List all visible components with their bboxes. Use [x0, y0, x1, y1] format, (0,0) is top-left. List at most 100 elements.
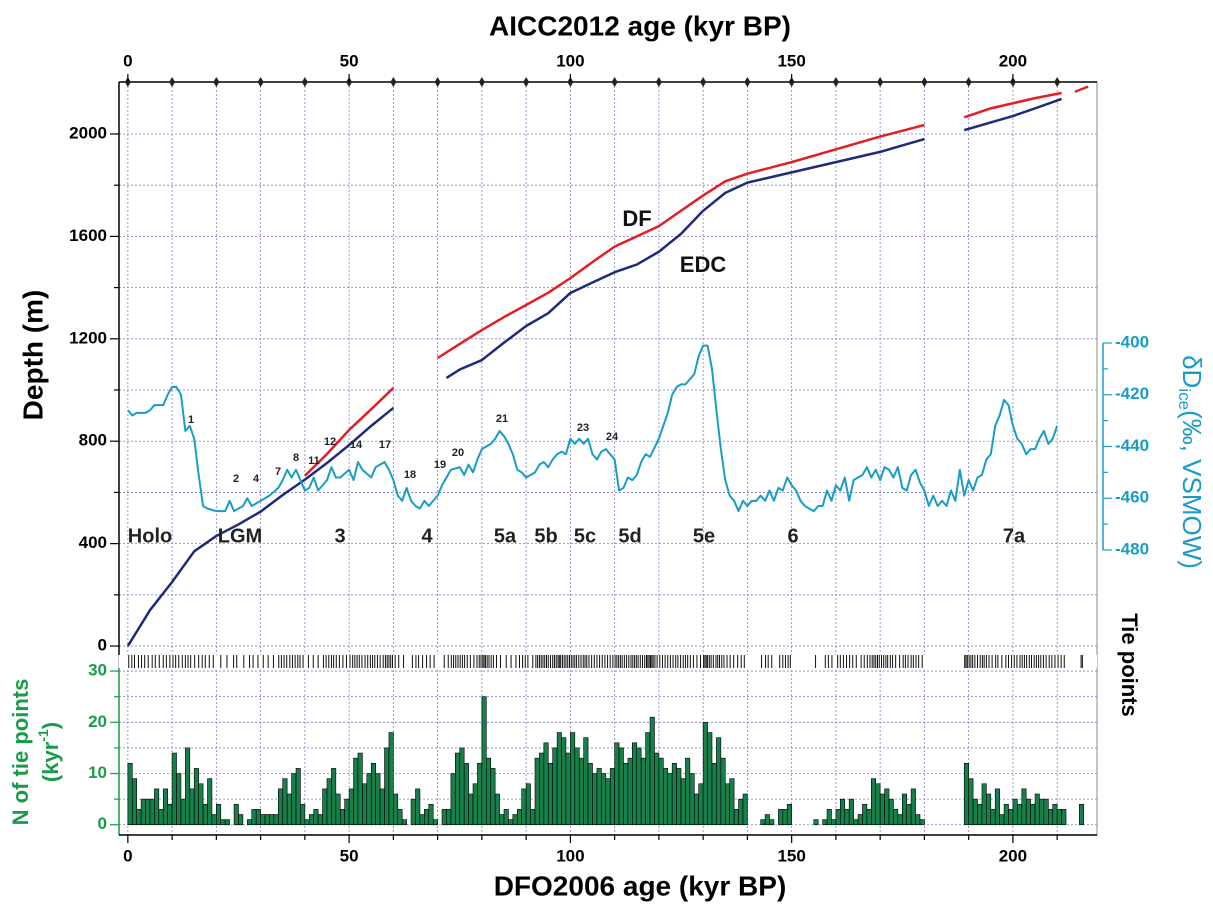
hist-bar [888, 798, 894, 826]
hist-bar [769, 819, 775, 826]
hist-bar [862, 803, 868, 826]
event-label: 17 [379, 439, 391, 451]
top-tick-label: 150 [777, 51, 805, 70]
hist-bar [884, 788, 890, 826]
hist-bar [738, 798, 744, 826]
y2-axis-title: δDice(‰, VSMOW) [1175, 355, 1208, 569]
hist-bar [1056, 809, 1062, 826]
hist-bar [198, 783, 204, 826]
stage-label: Holo [128, 525, 172, 547]
hist-bar [534, 757, 540, 826]
hist-bar [822, 819, 828, 826]
hist-bar [539, 752, 545, 826]
hist-bar [636, 747, 642, 826]
hist-bar [609, 768, 615, 826]
hist-bar [565, 752, 571, 826]
hist-bar [910, 788, 916, 826]
hist-bar [1008, 809, 1014, 826]
stage-label: 5c [574, 525, 596, 547]
hist-bar [879, 793, 885, 826]
hist-bar [1012, 798, 1018, 826]
series-label: EDC [680, 252, 727, 277]
x-tick-label: 100 [556, 846, 584, 865]
hist-bar [335, 793, 341, 826]
hist-bar [282, 778, 288, 826]
hist-bar [720, 757, 726, 826]
stage-label: 6 [787, 525, 798, 547]
hist-bar [552, 747, 558, 826]
hist-bar [724, 783, 730, 826]
hist-bar [574, 747, 580, 826]
hist-bar [623, 762, 629, 826]
hist-bar [1061, 809, 1067, 826]
hist-bar [990, 809, 996, 826]
top-tick-diamond [301, 77, 308, 87]
event-label: 21 [496, 413, 508, 425]
hist-bar [601, 773, 607, 826]
hist-bar [446, 809, 452, 826]
hist-bar [915, 814, 921, 826]
y-tick-label: 1200 [69, 328, 107, 347]
event-label: 4 [253, 473, 260, 485]
hist-bar [450, 773, 456, 826]
top-tick-diamond [1054, 77, 1061, 87]
hist-bar [481, 696, 487, 826]
top-tick-diamond [390, 77, 397, 87]
hist-bar [521, 788, 527, 826]
unit-end: ) [38, 722, 63, 729]
top-tick-diamond [965, 77, 972, 87]
depth-line [303, 85, 1089, 477]
hist-bar [840, 798, 846, 826]
hist-bar [570, 732, 576, 826]
y2-axis-title-rest: (‰, VSMOW) [1177, 410, 1207, 569]
hist-bar [702, 722, 708, 826]
y2-axis-title-sub: ice [1175, 388, 1194, 410]
hist-bar [145, 798, 151, 826]
top-tick-diamond [877, 77, 884, 87]
hist-y-tick-label: 30 [88, 661, 107, 680]
hist-bar [176, 773, 182, 826]
hist-bar [866, 809, 872, 826]
hist-bar [742, 793, 748, 826]
hist-bar [853, 819, 859, 826]
top-tick-diamond [611, 77, 618, 87]
hist-bar [494, 793, 500, 826]
hist-bar [202, 803, 208, 826]
hist-bar [162, 788, 168, 826]
top-axis-title: AICC2012 age (kyr BP) [489, 10, 791, 41]
hist-bar [764, 814, 770, 826]
hist-y-axis-unit: (kyr-1) [35, 722, 63, 782]
hist-bar [530, 809, 536, 826]
x-tick-label: 200 [999, 846, 1027, 865]
hist-bar [1048, 809, 1054, 826]
hist-bar [698, 783, 704, 826]
event-label: 19 [434, 459, 446, 471]
top-tick-label: 0 [123, 51, 132, 70]
y2-tick-label: -420 [1115, 384, 1149, 403]
hist-bar [313, 809, 319, 826]
hist-bar [578, 757, 584, 826]
hist-bar [455, 752, 461, 826]
hist-bar [424, 809, 430, 826]
hist-bar [149, 798, 155, 826]
stage-label: LGM [218, 525, 262, 547]
hist-bar [627, 757, 633, 826]
hist-bar [472, 783, 478, 826]
hist-bar [216, 803, 222, 826]
hist-bar [339, 809, 345, 826]
hist-bar [906, 803, 912, 826]
hist-bar [499, 814, 505, 826]
hist-bar [477, 762, 483, 826]
event-label: 8 [293, 452, 299, 464]
hist-bar [632, 742, 638, 826]
hist-bar [286, 793, 292, 826]
hist-bar [388, 732, 394, 826]
hist-bar [331, 768, 337, 826]
hist-bar [857, 814, 863, 826]
hist-bar [512, 814, 518, 826]
hist-bar [1003, 803, 1009, 826]
top-tick-label: 50 [340, 51, 359, 70]
hist-bar [348, 788, 354, 826]
hist-bar [357, 752, 363, 826]
hist-bar [667, 773, 673, 826]
